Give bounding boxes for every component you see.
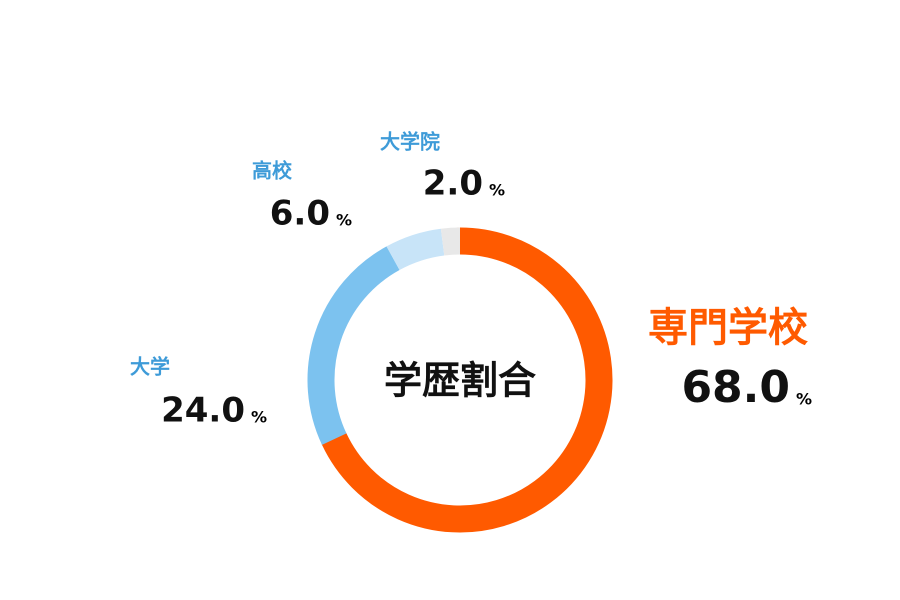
category-label: 大学	[130, 355, 170, 379]
unit-label: %	[251, 408, 267, 427]
category-label: 大学院	[380, 130, 440, 154]
chart-title: 学歴割合	[384, 359, 536, 403]
value-label: 24.0	[161, 391, 245, 431]
donut	[307, 227, 613, 533]
donut-segment	[386, 228, 445, 271]
value-label: 2.0	[423, 164, 483, 204]
value-label: 6.0	[270, 194, 330, 234]
value-label: 68.0	[681, 362, 790, 413]
category-label: 高校	[252, 159, 293, 183]
donut-segment	[320, 227, 613, 533]
unit-label: %	[336, 211, 352, 230]
unit-label: %	[796, 390, 812, 409]
category-label: 専門学校	[648, 305, 808, 351]
donut-segment	[440, 227, 461, 256]
unit-label: %	[489, 181, 505, 200]
donut-segment	[307, 246, 400, 445]
